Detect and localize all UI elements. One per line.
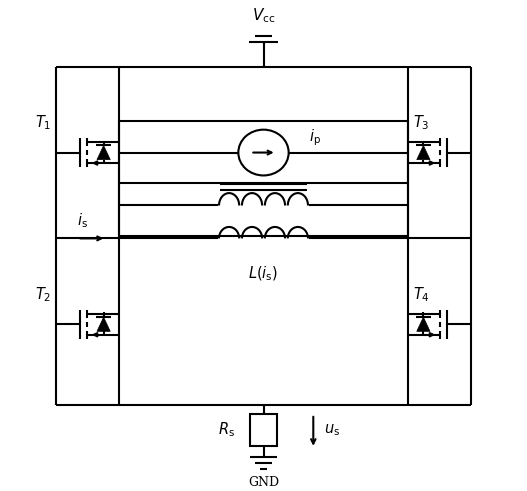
Polygon shape [417,145,430,160]
Text: $i_{\rm s}$: $i_{\rm s}$ [77,211,88,230]
Text: $V_{\rm cc}$: $V_{\rm cc}$ [252,6,275,25]
Text: GND: GND [248,476,279,489]
Polygon shape [417,317,430,331]
Text: $i_{\rm p}$: $i_{\rm p}$ [309,127,320,148]
Text: $u_{\rm s}$: $u_{\rm s}$ [324,422,340,438]
Text: $R_{\rm s}$: $R_{\rm s}$ [218,421,235,439]
Text: $T_2$: $T_2$ [35,285,51,304]
Polygon shape [97,317,110,331]
Text: $T_3$: $T_3$ [413,113,430,133]
Polygon shape [97,145,110,160]
Text: $T_4$: $T_4$ [413,285,430,304]
Text: $L(i_{\rm s})$: $L(i_{\rm s})$ [248,265,279,283]
Text: $T_1$: $T_1$ [35,113,51,133]
